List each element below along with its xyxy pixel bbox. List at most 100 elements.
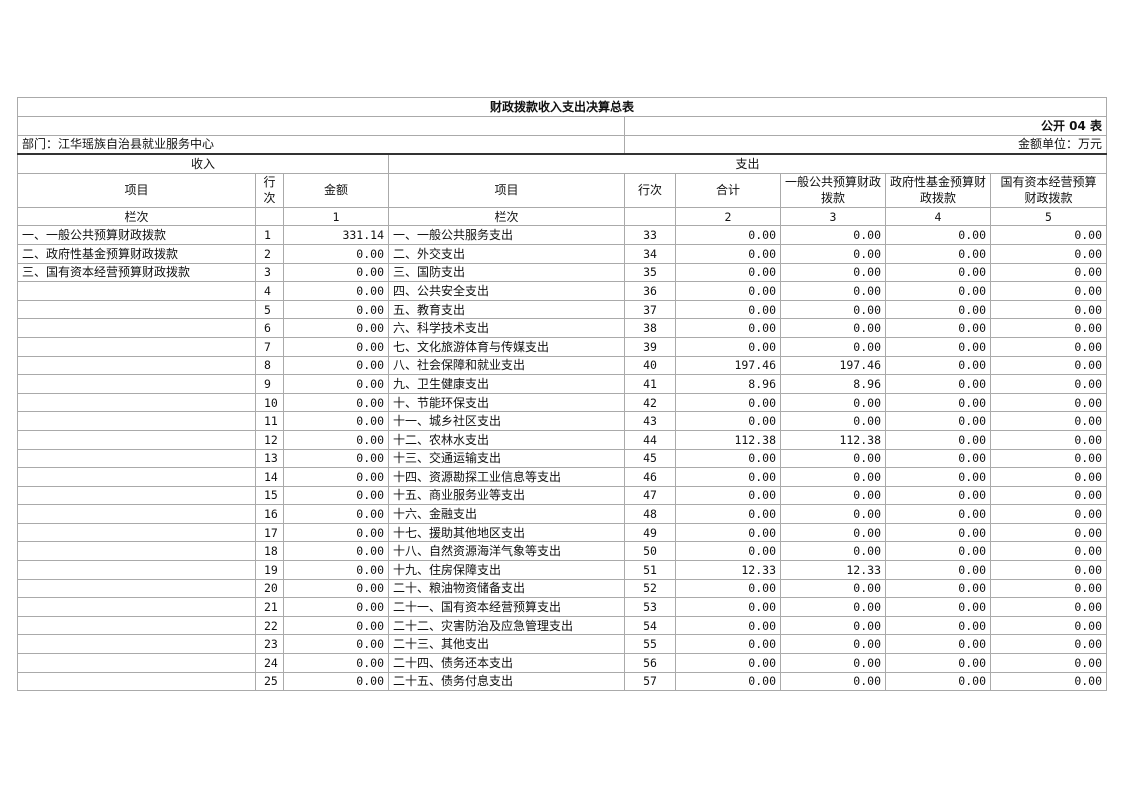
gov-fund-amount: 0.00 bbox=[885, 560, 991, 580]
total-amount: 0.00 bbox=[675, 281, 781, 301]
income-item bbox=[17, 392, 256, 413]
fiscal-appropriation-summary-table: 财政拨款收入支出决算总表 公开 04 表 部门：江华瑶族自治县就业服务中心 金额单… bbox=[16, 97, 1108, 692]
income-row: 9 bbox=[255, 374, 284, 394]
income-row: 18 bbox=[255, 541, 284, 562]
income-row: 6 bbox=[255, 318, 284, 338]
income-item bbox=[17, 299, 256, 320]
income-amount: 0.00 bbox=[283, 578, 389, 599]
expense-row: 53 bbox=[624, 597, 676, 617]
general-amount: 0.00 bbox=[780, 653, 886, 673]
general-amount: 0.00 bbox=[780, 541, 886, 562]
total-amount: 0.00 bbox=[675, 504, 781, 524]
state-capital-amount: 0.00 bbox=[989, 467, 1108, 487]
income-item bbox=[17, 522, 256, 543]
income-item bbox=[17, 504, 256, 524]
general-amount: 0.00 bbox=[780, 634, 886, 655]
expense-item: 二十三、其他支出 bbox=[388, 634, 625, 655]
gov-fund-amount: 0.00 bbox=[885, 336, 991, 357]
income-item bbox=[17, 671, 256, 692]
general-amount: 0.00 bbox=[780, 671, 886, 692]
table-row: 8 0.00 八、社会保障和就业支出 40 197.46 197.46 0.00 0.00 bbox=[17, 355, 1108, 376]
expense-row: 49 bbox=[624, 522, 676, 543]
total-amount: 0.00 bbox=[675, 411, 781, 431]
general-amount: 0.00 bbox=[780, 336, 886, 357]
expense-row: 51 bbox=[624, 560, 676, 580]
table-row: 7 0.00 七、文化旅游体育与传媒支出 39 0.00 0.00 0.00 0.00 bbox=[17, 336, 1108, 357]
state-capital-amount: 0.00 bbox=[989, 560, 1108, 580]
income-amount: 0.00 bbox=[283, 634, 389, 655]
expense-item: 三、国防支出 bbox=[388, 262, 625, 283]
income-row: 17 bbox=[255, 522, 284, 543]
income-row: 16 bbox=[255, 504, 284, 524]
col-general: 一般公共预算财政拨款 bbox=[780, 172, 886, 208]
income-row: 11 bbox=[255, 411, 284, 431]
expense-item: 四、公共安全支出 bbox=[388, 281, 625, 301]
total-amount: 0.00 bbox=[675, 485, 781, 506]
expense-item: 二十四、债务还本支出 bbox=[388, 653, 625, 673]
state-capital-amount: 0.00 bbox=[989, 578, 1108, 599]
income-item bbox=[17, 318, 256, 338]
index-income-amount: 1 bbox=[283, 206, 389, 227]
table-row: 16 0.00 十六、金融支出 48 0.00 0.00 0.00 0.00 bbox=[17, 504, 1108, 524]
index-gov-fund: 4 bbox=[885, 206, 991, 227]
table-row: 二、政府性基金预算财政拨款 2 0.00 二、外交支出 34 0.00 0.00 0.00 0.… bbox=[17, 243, 1108, 264]
gov-fund-amount: 0.00 bbox=[885, 578, 991, 599]
total-amount: 0.00 bbox=[675, 225, 781, 245]
income-row: 25 bbox=[255, 671, 284, 692]
total-amount: 0.00 bbox=[675, 597, 781, 617]
table-row: 15 0.00 十五、商业服务业等支出 47 0.00 0.00 0.00 0.00 bbox=[17, 485, 1108, 506]
income-item: 三、国有资本经营预算财政拨款 bbox=[17, 262, 256, 283]
state-capital-amount: 0.00 bbox=[989, 225, 1108, 245]
income-row: 2 bbox=[255, 243, 284, 264]
state-capital-amount: 0.00 bbox=[989, 653, 1108, 673]
state-capital-amount: 0.00 bbox=[989, 541, 1108, 562]
state-capital-amount: 0.00 bbox=[989, 615, 1108, 636]
total-amount: 0.00 bbox=[675, 653, 781, 673]
col-income-item: 项目 bbox=[17, 172, 256, 208]
expense-item: 二十一、国有资本经营预算支出 bbox=[388, 597, 625, 617]
income-item bbox=[17, 597, 256, 617]
income-item bbox=[17, 485, 256, 506]
general-amount: 197.46 bbox=[780, 355, 886, 376]
expense-item: 七、文化旅游体育与传媒支出 bbox=[388, 336, 625, 357]
total-amount: 112.38 bbox=[675, 429, 781, 450]
expense-item: 十五、商业服务业等支出 bbox=[388, 485, 625, 506]
total-amount: 0.00 bbox=[675, 615, 781, 636]
table-row: 19 0.00 十九、住房保障支出 51 12.33 12.33 0.00 0.00 bbox=[17, 560, 1108, 580]
table-row: 21 0.00 二十一、国有资本经营预算支出 53 0.00 0.00 0.00 0.00 bbox=[17, 597, 1108, 617]
state-capital-amount: 0.00 bbox=[989, 634, 1108, 655]
expense-item: 二、外交支出 bbox=[388, 243, 625, 264]
expense-row: 50 bbox=[624, 541, 676, 562]
income-amount: 0.00 bbox=[283, 653, 389, 673]
general-amount: 0.00 bbox=[780, 262, 886, 283]
state-capital-amount: 0.00 bbox=[989, 262, 1108, 283]
income-item bbox=[17, 374, 256, 394]
col-gov-fund: 政府性基金预算财政拨款 bbox=[885, 172, 991, 208]
state-capital-amount: 0.00 bbox=[989, 597, 1108, 617]
expense-item: 六、科学技术支出 bbox=[388, 318, 625, 338]
gov-fund-amount: 0.00 bbox=[885, 411, 991, 431]
gov-fund-amount: 0.00 bbox=[885, 392, 991, 413]
general-amount: 12.33 bbox=[780, 560, 886, 580]
income-item bbox=[17, 336, 256, 357]
expense-item: 十七、援助其他地区支出 bbox=[388, 522, 625, 543]
table-row: 5 0.00 五、教育支出 37 0.00 0.00 0.00 0.00 bbox=[17, 299, 1108, 320]
col-income-amount: 金额 bbox=[283, 172, 389, 208]
total-amount: 0.00 bbox=[675, 243, 781, 264]
expense-item: 二十二、灾害防治及应急管理支出 bbox=[388, 615, 625, 636]
expense-row: 39 bbox=[624, 336, 676, 357]
income-row: 10 bbox=[255, 392, 284, 413]
table-row: 20 0.00 二十、粮油物资储备支出 52 0.00 0.00 0.00 0.00 bbox=[17, 578, 1108, 599]
table-row: 23 0.00 二十三、其他支出 55 0.00 0.00 0.00 0.00 bbox=[17, 634, 1108, 655]
expense-row: 40 bbox=[624, 355, 676, 376]
expense-item: 九、卫生健康支出 bbox=[388, 374, 625, 394]
general-amount: 0.00 bbox=[780, 392, 886, 413]
total-amount: 0.00 bbox=[675, 467, 781, 487]
income-amount: 0.00 bbox=[283, 336, 389, 357]
table-row: 14 0.00 十四、资源勘探工业信息等支出 46 0.00 0.00 0.00 0.00 bbox=[17, 467, 1108, 487]
state-capital-amount: 0.00 bbox=[989, 355, 1108, 376]
total-amount: 0.00 bbox=[675, 634, 781, 655]
general-amount: 112.38 bbox=[780, 429, 886, 450]
general-amount: 8.96 bbox=[780, 374, 886, 394]
gov-fund-amount: 0.00 bbox=[885, 448, 991, 469]
